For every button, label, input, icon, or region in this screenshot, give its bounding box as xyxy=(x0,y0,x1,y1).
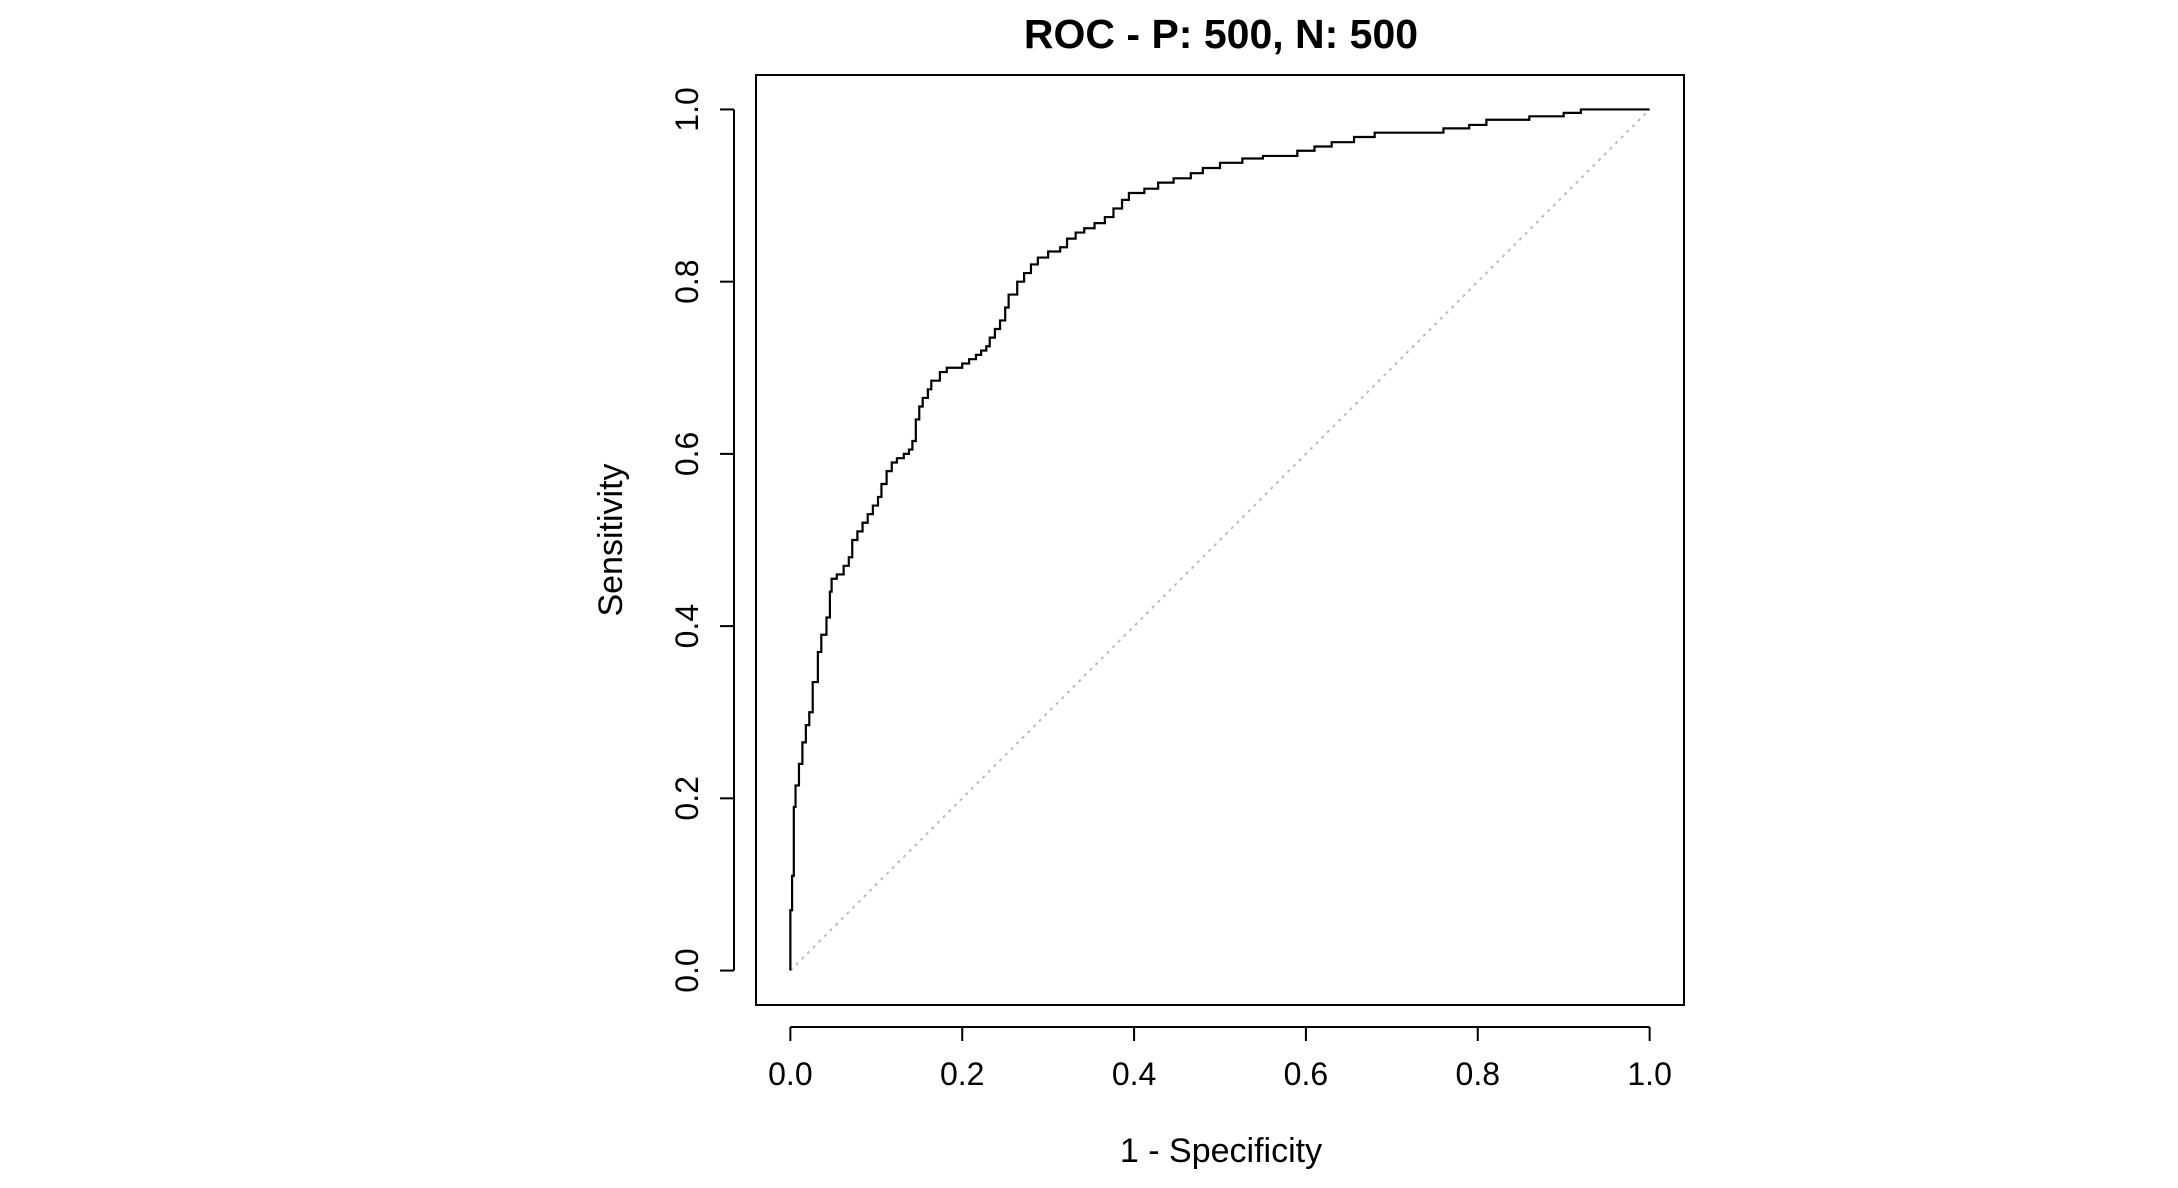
x-tick-label: 0.2 xyxy=(940,1056,984,1092)
y-tick-label: 0.2 xyxy=(669,776,705,820)
y-tick-label: 0.4 xyxy=(669,604,705,648)
chart-title: ROC - P: 500, N: 500 xyxy=(1024,11,1418,57)
x-axis-label: 1 - Specificity xyxy=(1120,1132,1322,1170)
roc-curve xyxy=(789,108,1650,971)
y-tick-label: 1.0 xyxy=(669,87,705,131)
x-tick-label: 1.0 xyxy=(1627,1056,1671,1092)
x-tick-label: 0.8 xyxy=(1456,1056,1500,1092)
reference-diagonal-line xyxy=(789,108,1651,972)
y-tick-label: 0.6 xyxy=(669,432,705,476)
y-axis-label: Sensitivity xyxy=(592,463,630,616)
y-tick-label: 0.8 xyxy=(669,259,705,303)
y-tick-label: 0.0 xyxy=(669,948,705,992)
x-tick-label: 0.6 xyxy=(1284,1056,1328,1092)
x-tick-label: 0.0 xyxy=(768,1056,812,1092)
plot-frame xyxy=(755,74,1685,1006)
y-axis: 0.0 0.2 0.4 0.6 0.8 1.0 xyxy=(669,87,735,993)
x-tick-label: 0.4 xyxy=(1112,1056,1156,1092)
x-axis: 0.0 0.2 0.4 0.6 0.8 1.0 xyxy=(768,1026,1672,1092)
